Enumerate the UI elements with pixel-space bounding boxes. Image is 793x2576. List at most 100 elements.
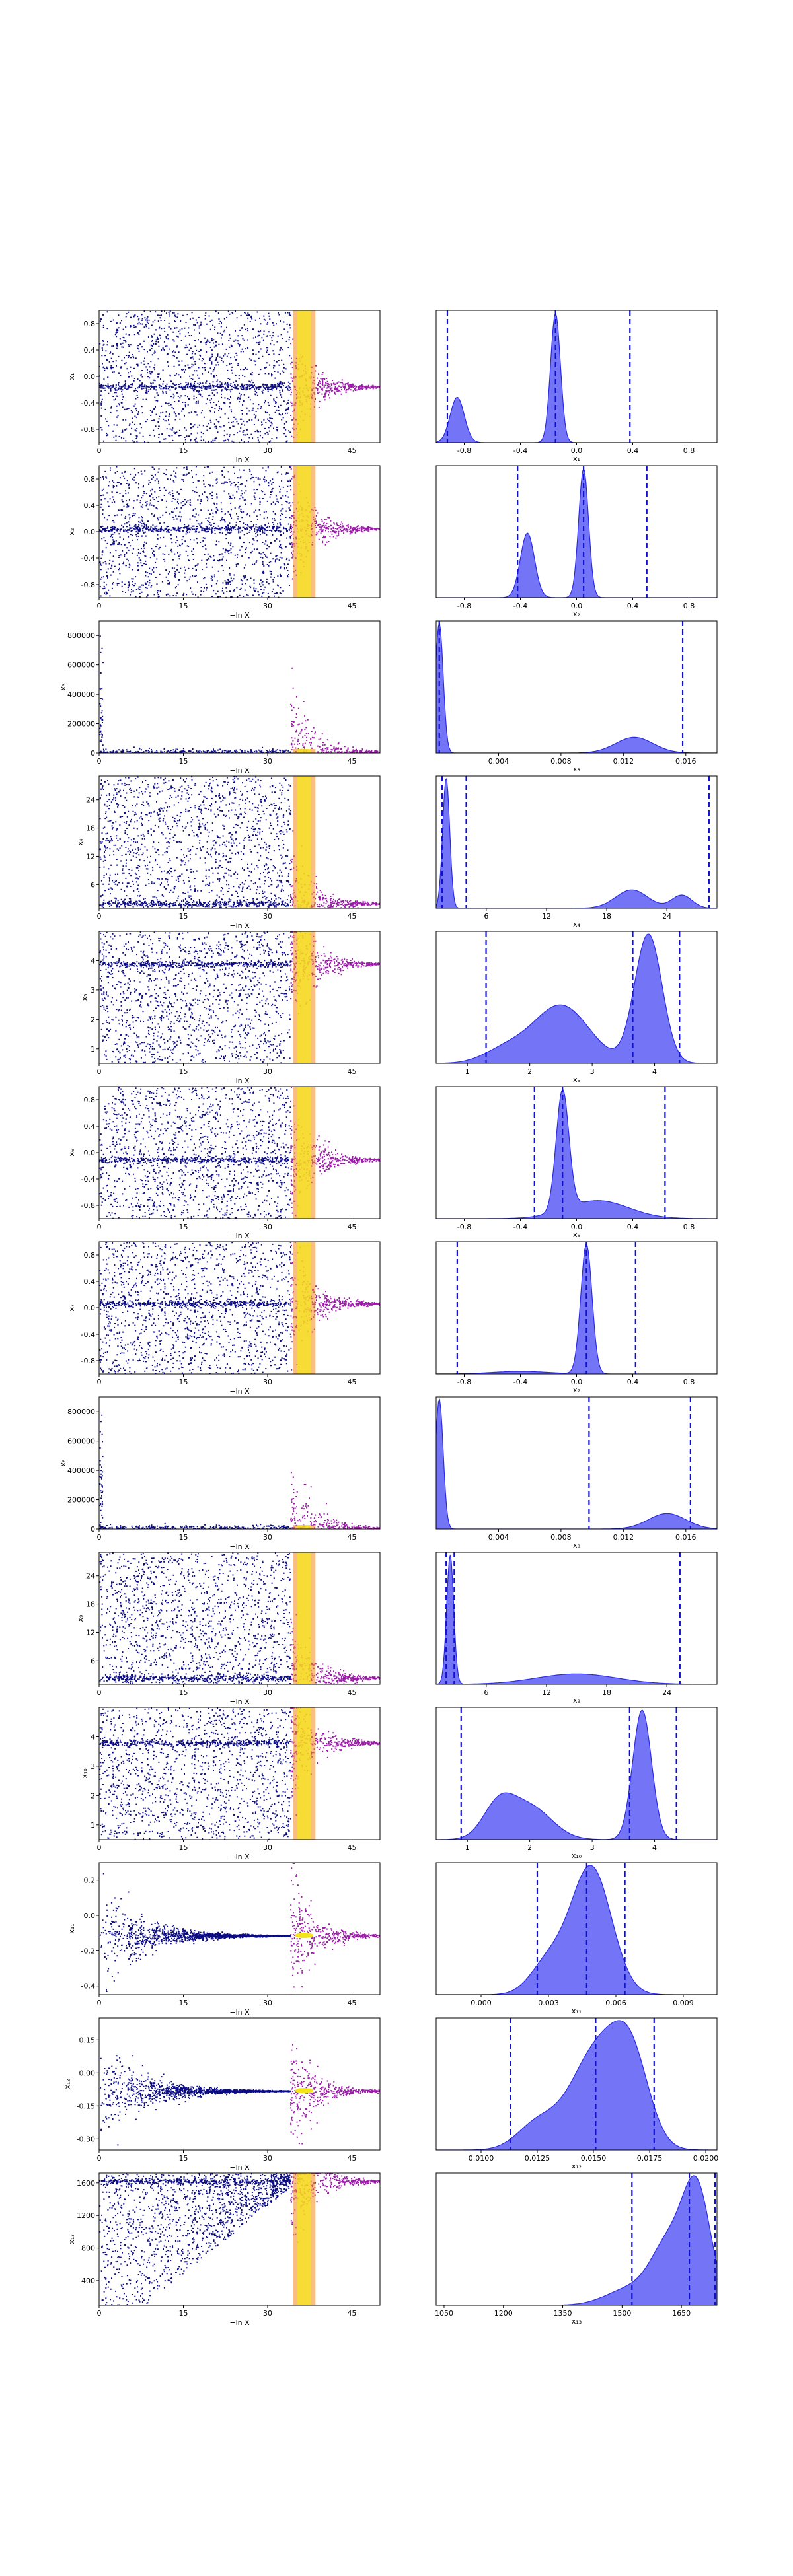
posterior-xtick-label: 0.8 bbox=[683, 1378, 695, 1386]
panel-x9: 0 15 30 45 6 12 18 24 −ln X x₉ 6 12 18 24 x₉ bbox=[76, 1552, 718, 1706]
trace-frame-x13 bbox=[98, 2172, 381, 2306]
trace-band-yellow-x6 bbox=[297, 1087, 311, 1219]
trace-ytick-label: 0.2 bbox=[84, 1877, 96, 1885]
posterior-xtick-label: 2 bbox=[527, 1843, 532, 1852]
trace-scatter-x3 bbox=[99, 635, 291, 753]
posterior-xlabel: x₅ bbox=[573, 1075, 580, 1084]
trace-ytick-label: 3 bbox=[91, 986, 95, 995]
trace-xtick-label: 45 bbox=[348, 1223, 357, 1231]
trace-xlabel: −ln X bbox=[229, 2318, 250, 2327]
trace-ytick-label: 800 bbox=[81, 2244, 95, 2253]
trace-x6: 0 15 30 45 -0.8 -0.4 0.0 0.4 0.8 −ln X x₆ bbox=[67, 1086, 381, 1240]
posterior-xtick-label: 0.0175 bbox=[637, 2154, 663, 2163]
posterior-xtick-label: 1 bbox=[465, 1067, 470, 1076]
trace-xtick-label: 45 bbox=[348, 2154, 357, 2163]
trace-ytick-label: 0 bbox=[91, 749, 95, 758]
trace-xtick-label: 0 bbox=[97, 2154, 102, 2163]
posterior-frame-x12 bbox=[435, 2017, 718, 2151]
posterior-x12: 0.0100 0.0125 0.0150 0.0175 0.0200 x₁₂ bbox=[435, 2017, 719, 2170]
trace-points-x7 bbox=[99, 1242, 380, 1374]
trace-frame-x2 bbox=[98, 465, 381, 598]
trace-ytick-label: 0.4 bbox=[84, 346, 96, 355]
trace-ylabel: x₅ bbox=[81, 994, 89, 1001]
trace-xtick-label: 45 bbox=[348, 1688, 357, 1697]
posterior-xtick-label: 0.009 bbox=[673, 1999, 694, 2007]
trace-xtick-label: 45 bbox=[348, 1843, 357, 1852]
trace-scatter-x8 bbox=[99, 1414, 291, 1529]
trace-ytick-label: 24 bbox=[86, 796, 95, 805]
posterior-density-line-x1 bbox=[436, 312, 717, 443]
posterior-frame-x1 bbox=[435, 310, 718, 443]
posterior-xtick-label: 0.0125 bbox=[525, 2154, 550, 2163]
trace-band-yellow-x11 bbox=[295, 1933, 314, 1938]
trace-scatter-x10 bbox=[99, 1707, 291, 1840]
posterior-x5: 1 2 3 4 x₅ bbox=[435, 931, 718, 1084]
posterior-xtick-label: -0.4 bbox=[513, 447, 527, 455]
trace-xtick-label: 30 bbox=[263, 447, 272, 455]
trace-xtick-label: 0 bbox=[97, 2309, 102, 2318]
posterior-x4: 6 12 18 24 x₄ bbox=[435, 775, 718, 929]
posterior-frame-x10 bbox=[435, 1707, 718, 1840]
trace-x9: 0 15 30 45 6 12 18 24 −ln X x₉ bbox=[76, 1552, 381, 1706]
trace-ytick-label: 0.4 bbox=[84, 1122, 96, 1131]
trace-ytick-label: 0.0 bbox=[84, 528, 96, 536]
posterior-density-x4 bbox=[436, 779, 717, 908]
trace-xtick-label: 0 bbox=[97, 602, 102, 610]
trace-xlabel: −ln X bbox=[229, 2163, 250, 2172]
posterior-xtick-label: 0.008 bbox=[550, 1533, 572, 1542]
posterior-xlabel: x₂ bbox=[573, 610, 580, 618]
trace-frame-x4 bbox=[98, 775, 381, 909]
trace-ytick-label: 0.8 bbox=[84, 1251, 96, 1260]
trace-x3: 0 15 30 45 0 200000 400000 600000 800000 −ln X x₃ bbox=[59, 620, 381, 775]
trace-points-x4 bbox=[99, 776, 380, 908]
trace-ytick-label: 0.0 bbox=[84, 1149, 96, 1157]
trace-ytick-label: 800000 bbox=[67, 1408, 95, 1416]
trace-band-yellow-x13 bbox=[297, 2173, 311, 2305]
trace-xtick-label: 0 bbox=[97, 1688, 102, 1697]
posterior-density-x13 bbox=[436, 2176, 717, 2305]
trace-ytick-label: 0.00 bbox=[79, 2069, 96, 2077]
trace-tail-x3 bbox=[290, 667, 380, 753]
trace-x13: 0 15 30 45 400 800 1200 1600 −ln X x₁₃ bbox=[67, 2172, 381, 2327]
trace-xtick-label: 15 bbox=[179, 1378, 188, 1386]
trace-scatter-x11 bbox=[99, 1873, 291, 1992]
trace-xtick-label: 30 bbox=[263, 1843, 272, 1852]
posterior-xtick-label: 1 bbox=[465, 1843, 470, 1852]
trace-ytick-label: -0.4 bbox=[81, 554, 95, 563]
trace-frame-x9 bbox=[98, 1552, 381, 1685]
trace-xlabel: −ln X bbox=[229, 1698, 250, 1706]
posterior-xtick-label: 1050 bbox=[435, 2309, 453, 2318]
trace-xtick-label: 0 bbox=[97, 1223, 102, 1231]
trace-ytick-label: 0.8 bbox=[84, 475, 96, 483]
posterior-xtick-label: 0.8 bbox=[683, 447, 695, 455]
posterior-density-x7 bbox=[436, 1244, 717, 1374]
posterior-density-line-x7 bbox=[436, 1244, 717, 1374]
trace-xtick-label: 15 bbox=[179, 757, 188, 766]
trace-ytick-label: 0.0 bbox=[84, 1304, 96, 1312]
posterior-xtick-label: -0.4 bbox=[513, 1378, 527, 1386]
trace-x5: 0 15 30 45 1 2 3 4 −ln X x₅ bbox=[81, 931, 381, 1085]
posterior-xlabel: x₉ bbox=[573, 1696, 580, 1705]
trace-ytick-label: 1 bbox=[91, 1045, 95, 1054]
posterior-xtick-label: 12 bbox=[542, 912, 551, 921]
trace-ytick-label: -0.4 bbox=[81, 1330, 95, 1339]
trace-xtick-label: 30 bbox=[263, 1999, 272, 2007]
trace-points-x5 bbox=[99, 931, 380, 1063]
trace-xtick-label: 30 bbox=[263, 2309, 272, 2318]
trace-ytick-label: -0.8 bbox=[81, 425, 95, 434]
trace-ylabel: x₁₁ bbox=[67, 1923, 76, 1933]
posterior-xlabel: x₃ bbox=[573, 765, 580, 773]
trace-scatter-x9 bbox=[99, 1552, 291, 1684]
posterior-xlabel: x₆ bbox=[573, 1231, 581, 1239]
trace-xtick-label: 15 bbox=[179, 1223, 188, 1231]
trace-points-x12 bbox=[100, 2044, 380, 2150]
posterior-xtick-label: 0.4 bbox=[627, 1223, 639, 1231]
posterior-xtick-label: 0.0200 bbox=[693, 2154, 719, 2163]
posterior-xtick-label: -0.4 bbox=[513, 1223, 527, 1231]
trace-x1: 0 15 30 45 -0.8 -0.4 0.0 0.4 0.8 −ln X x₁ bbox=[67, 310, 381, 464]
trace-x11: 0 15 30 45 -0.4 -0.2 0.0 0.2 −ln X x₁₁ bbox=[67, 1862, 381, 2017]
trace-ylabel: x₁ bbox=[67, 373, 76, 380]
